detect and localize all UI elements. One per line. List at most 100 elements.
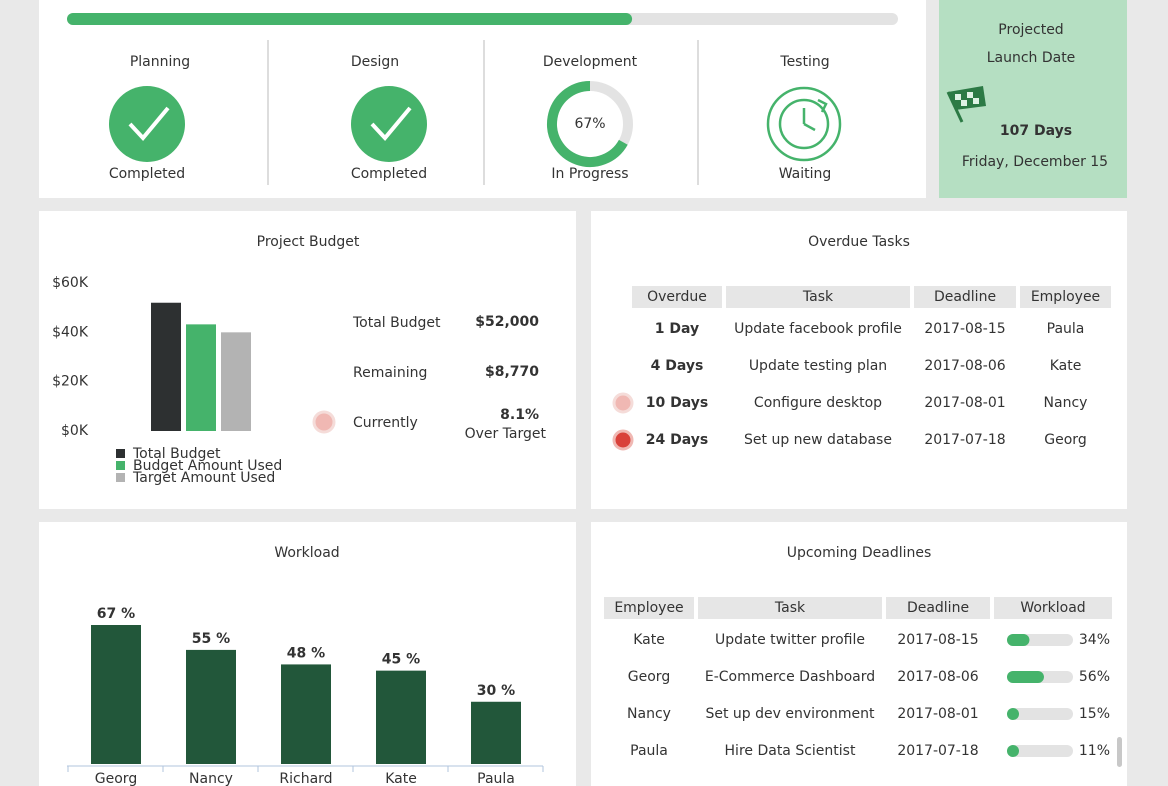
workload-label: 34%: [1079, 632, 1110, 648]
x-tick-label: Richard: [279, 771, 332, 786]
table-header-cell: [632, 286, 722, 308]
table-cell: Paula: [1047, 321, 1085, 337]
y-tick-label: $60K: [52, 275, 89, 291]
stat-label: Currently: [353, 415, 418, 431]
overdue-days: 1 Day: [655, 321, 699, 337]
table-cell: Georg: [1044, 432, 1086, 448]
x-tick-label: Paula: [477, 771, 515, 786]
value-label: 55 %: [192, 631, 230, 647]
progress-fill: [67, 13, 633, 25]
clock-icon: [766, 86, 842, 162]
table-cell: 2017-08-15: [924, 321, 1005, 337]
flag-icon: [946, 86, 986, 123]
table-cell: Update testing plan: [749, 358, 887, 374]
bar: [376, 670, 426, 764]
workload-label: 11%: [1079, 743, 1110, 759]
bar: [471, 701, 521, 764]
table-cell: Nancy: [627, 706, 671, 722]
x-tick-label: Kate: [385, 771, 417, 786]
bar: [186, 324, 216, 431]
table-header: Deadline: [907, 600, 969, 616]
y-tick-label: $0K: [61, 423, 89, 439]
launch-days: 107 Days: [1000, 123, 1072, 139]
table-cell: Kate: [633, 632, 665, 648]
table-header: Task: [802, 289, 834, 305]
table-header: Workload: [1020, 600, 1085, 616]
panel-title: Overdue Tasks: [808, 234, 910, 250]
bar: [186, 649, 236, 764]
value-label: 48 %: [287, 645, 325, 661]
phase-status: Completed: [351, 166, 427, 182]
table-cell: Set up dev environment: [705, 706, 875, 722]
workload-label: 15%: [1079, 706, 1110, 722]
workload-fill: [1007, 745, 1019, 757]
check-icon: [351, 86, 427, 162]
table-header-cell: [914, 286, 1016, 308]
panel-title: Upcoming Deadlines: [787, 545, 932, 561]
workload-fill: [1007, 671, 1044, 683]
table-cell: 2017-08-01: [897, 706, 978, 722]
x-tick-label: Nancy: [189, 771, 233, 786]
table-header: Deadline: [934, 289, 996, 305]
table-cell: Configure desktop: [754, 395, 882, 411]
overdue-days: 4 Days: [651, 358, 704, 374]
stat-note: Over Target: [465, 426, 547, 442]
status-dot: [312, 410, 336, 434]
table-cell: 2017-08-06: [924, 358, 1005, 374]
launch-title: Projected: [998, 22, 1063, 38]
table-cell: 2017-07-18: [897, 743, 978, 759]
legend-label: Budget Amount Used: [133, 458, 282, 474]
workload-fill: [1007, 634, 1030, 646]
workload-label: 56%: [1079, 669, 1110, 685]
stat-value: 8.1%: [500, 407, 539, 423]
phase-name: Planning: [130, 54, 190, 70]
workload-track: [1007, 708, 1073, 720]
table-header: Employee: [1031, 289, 1100, 305]
table-header-cell: [726, 286, 910, 308]
legend-swatch: [116, 473, 125, 482]
phase-status: Completed: [109, 166, 185, 182]
table-cell: Kate: [1050, 358, 1082, 374]
table-header: Employee: [614, 600, 683, 616]
overdue-days: 10 Days: [646, 395, 708, 411]
phase-name: Testing: [779, 54, 829, 70]
legend-swatch: [116, 461, 125, 470]
table-header-cell: [1020, 286, 1111, 308]
y-tick-label: $40K: [52, 324, 89, 340]
bar: [281, 664, 331, 764]
table-header-cell: [886, 597, 990, 619]
status-dot: [612, 429, 634, 451]
scrollbar: [1117, 737, 1122, 767]
bar: [91, 625, 141, 764]
bar: [221, 332, 251, 431]
overdue-panel: [591, 211, 1127, 509]
overdue-days: 24 Days: [646, 432, 708, 448]
donut-arc: [547, 81, 628, 167]
table-header-cell: [698, 597, 882, 619]
table-cell: Update twitter profile: [715, 632, 865, 648]
table-cell: Paula: [630, 743, 668, 759]
table-cell: 2017-08-15: [897, 632, 978, 648]
table-cell: Update facebook profile: [734, 321, 902, 337]
legend-label: Target Amount Used: [132, 470, 275, 486]
table-cell: Set up new database: [744, 432, 892, 448]
legend-label: Total Budget: [132, 446, 221, 462]
table-header-cell: [994, 597, 1112, 619]
panel-title: Project Budget: [257, 234, 360, 250]
table-cell: Georg: [628, 669, 670, 685]
x-tick-label: Georg: [95, 771, 137, 786]
phase-status: Waiting: [779, 166, 832, 182]
table-header: Overdue: [647, 289, 707, 305]
launch-title: Launch Date: [987, 50, 1076, 66]
table-cell: 2017-08-06: [897, 669, 978, 685]
stat-label: Total Budget: [352, 315, 441, 331]
table-cell: Nancy: [1044, 395, 1088, 411]
phase-name: Design: [351, 54, 399, 70]
workload-fill: [1007, 708, 1019, 720]
stat-value: $52,000: [475, 314, 539, 330]
upcoming-panel: [591, 522, 1127, 786]
table-header: Task: [774, 600, 806, 616]
budget-panel: [39, 211, 576, 509]
